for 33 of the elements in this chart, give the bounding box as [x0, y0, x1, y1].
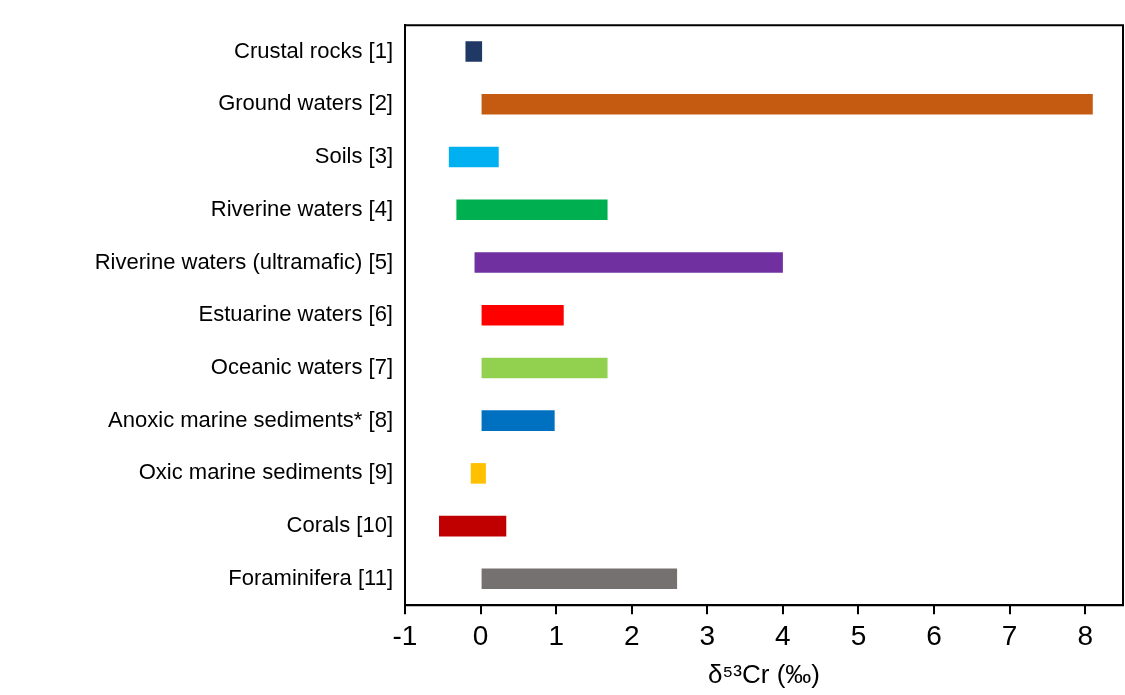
x-axis-title: δ⁵³Cr (‰): [708, 658, 820, 689]
bar: [465, 41, 483, 62]
bar: [448, 146, 499, 168]
y-tick-label: Estuarine waters [6]: [198, 301, 393, 327]
bar: [474, 252, 783, 273]
y-tick-label: Riverine waters [4]: [210, 195, 393, 221]
y-tick-label: Oceanic waters [7]: [210, 353, 393, 379]
x-tick-label: 2: [623, 619, 640, 651]
bar: [481, 568, 678, 590]
y-tick-label: Riverine waters (ultramafic) [5]: [94, 248, 393, 274]
x-tick-label: 1: [548, 619, 564, 651]
y-tick-label: Crustal rocks [1]: [234, 37, 393, 63]
bar: [481, 410, 555, 431]
x-tick-label: -1: [392, 619, 418, 651]
x-tick-label: 8: [1077, 619, 1093, 651]
y-tick-label: Ground waters [2]: [218, 90, 393, 116]
bar: [481, 94, 1093, 115]
y-tick-label: Corals [10]: [286, 512, 393, 538]
y-tick-label: Anoxic marine sediments* [8]: [108, 406, 393, 432]
bar: [481, 304, 564, 326]
x-tick-label: 0: [472, 619, 489, 651]
x-tick-label: 4: [775, 619, 791, 651]
bar: [439, 515, 507, 537]
x-tick-label: 6: [926, 619, 942, 651]
y-tick-label: Oxic marine sediments [9]: [138, 459, 393, 485]
y-tick-label: Foraminifera [11]: [228, 564, 393, 590]
bar: [481, 357, 608, 379]
x-tick-label: 7: [1001, 619, 1018, 651]
bar: [470, 463, 486, 484]
x-tick-label: 5: [850, 619, 867, 651]
y-tick-label: Soils [3]: [314, 143, 393, 169]
x-tick-label: 3: [699, 619, 716, 651]
bar: [456, 199, 608, 221]
